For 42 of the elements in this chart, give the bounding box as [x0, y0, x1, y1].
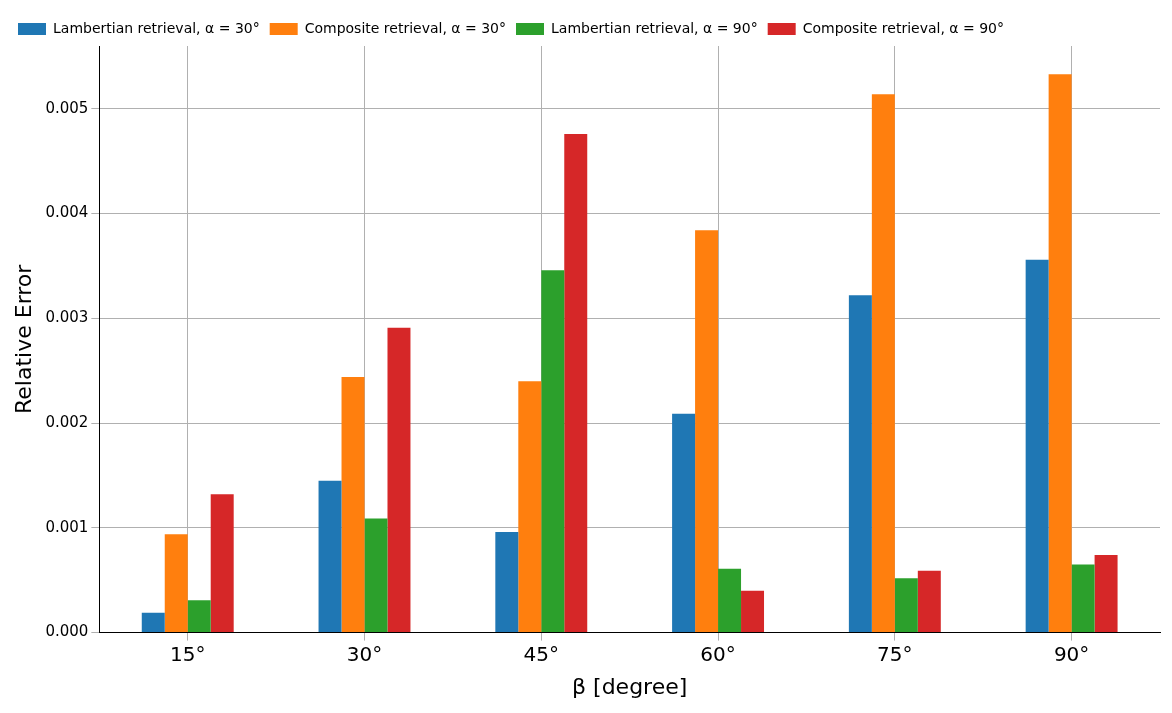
- bar: [1048, 74, 1072, 633]
- y-tick-label: 0.003: [45, 308, 89, 327]
- bar: [387, 327, 411, 633]
- y-tick-label: 0.005: [45, 98, 89, 117]
- y-tick-label: 0.002: [45, 412, 89, 431]
- bar: [672, 413, 696, 633]
- bar: [318, 480, 342, 633]
- x-tick-label: 45°: [523, 641, 560, 666]
- bar: [495, 532, 519, 633]
- bar: [341, 377, 365, 633]
- x-tick-label: 60°: [700, 641, 736, 666]
- bar: [364, 518, 388, 633]
- x-tick-label: 15°: [170, 641, 206, 666]
- y-tick-label: 0.004: [45, 203, 89, 222]
- bar: [141, 612, 165, 633]
- bar: [695, 230, 719, 633]
- bar: [917, 570, 941, 633]
- bar: [871, 94, 895, 633]
- x-axis-title: β [degree]: [572, 673, 688, 699]
- bar: [718, 568, 742, 633]
- legend-label: Composite retrieval, α = 90°: [802, 19, 1004, 36]
- bar: [848, 295, 872, 633]
- bar: [1025, 259, 1049, 633]
- y-tick-label: 0.000: [45, 622, 89, 641]
- bar: [210, 494, 234, 633]
- legend-label: Lambertian retrieval, α = 30°: [53, 19, 260, 36]
- y-tick-label: 0.001: [45, 517, 89, 536]
- bar: [518, 381, 542, 633]
- legend-label: Composite retrieval, α = 30°: [304, 19, 506, 36]
- bar: [1094, 555, 1118, 633]
- bar: [894, 578, 918, 633]
- x-tick-label: 30°: [346, 641, 383, 666]
- bar: [564, 133, 588, 633]
- x-tick-label: 75°: [877, 641, 913, 666]
- y-axis-title: Relative Error: [10, 263, 36, 414]
- x-tick-label: 90°: [1053, 641, 1090, 666]
- legend-label: Lambertian retrieval, α = 90°: [551, 19, 758, 36]
- bar: [1071, 564, 1095, 633]
- bar: [187, 600, 211, 633]
- bar: [164, 534, 188, 633]
- bar: [741, 590, 765, 633]
- bar: [541, 270, 565, 633]
